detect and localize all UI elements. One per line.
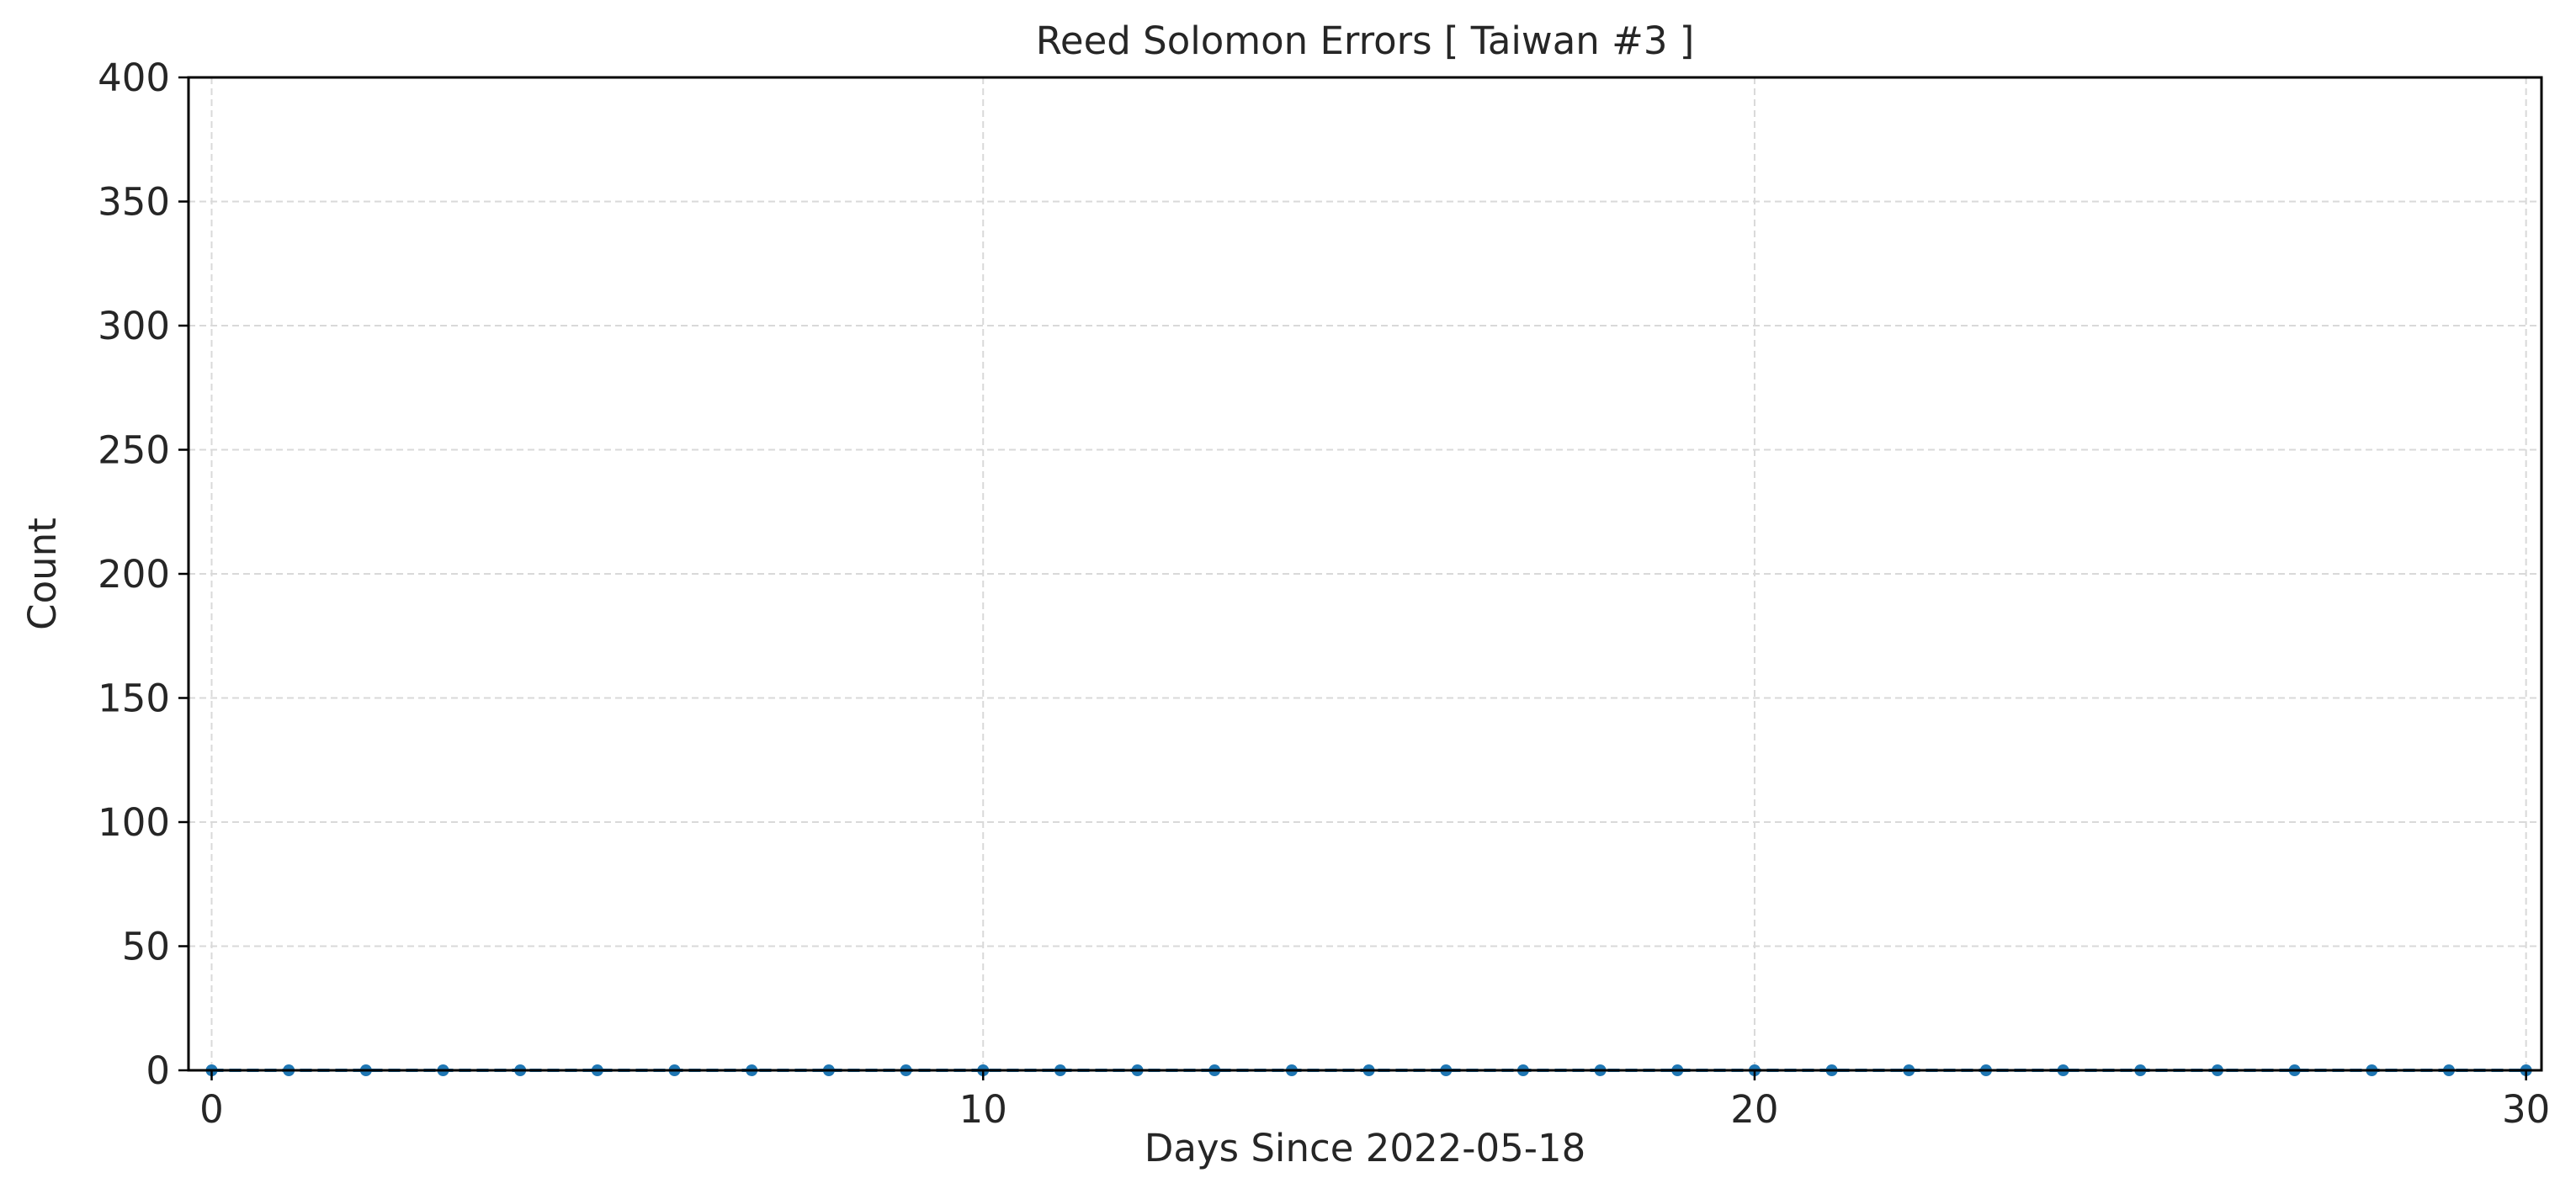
y-tick-label: 50 xyxy=(122,925,170,969)
y-tick-label: 250 xyxy=(98,428,170,473)
y-axis-label: Count xyxy=(20,517,65,630)
y-tick-label: 300 xyxy=(98,304,170,348)
x-tick-label: 30 xyxy=(2502,1087,2550,1132)
x-tick-label: 0 xyxy=(199,1087,224,1132)
x-tick-label: 20 xyxy=(1730,1087,1778,1132)
x-tick-label: 10 xyxy=(959,1087,1007,1132)
axis-ticks: 0 50 100 150 200 250 300 350 400 0 10 20 30 xyxy=(98,56,2550,1132)
y-tick-label: 400 xyxy=(98,56,170,100)
y-tick-label: 0 xyxy=(146,1048,170,1093)
chart-title: Reed Solomon Errors [ Taiwan #3 ] xyxy=(1036,19,1695,63)
y-tick-label: 100 xyxy=(98,800,170,845)
y-tick-label: 200 xyxy=(98,552,170,597)
y-tick-label: 350 xyxy=(98,180,170,225)
x-axis-label: Days Since 2022-05-18 xyxy=(1145,1126,1585,1170)
y-tick-label: 150 xyxy=(98,677,170,721)
